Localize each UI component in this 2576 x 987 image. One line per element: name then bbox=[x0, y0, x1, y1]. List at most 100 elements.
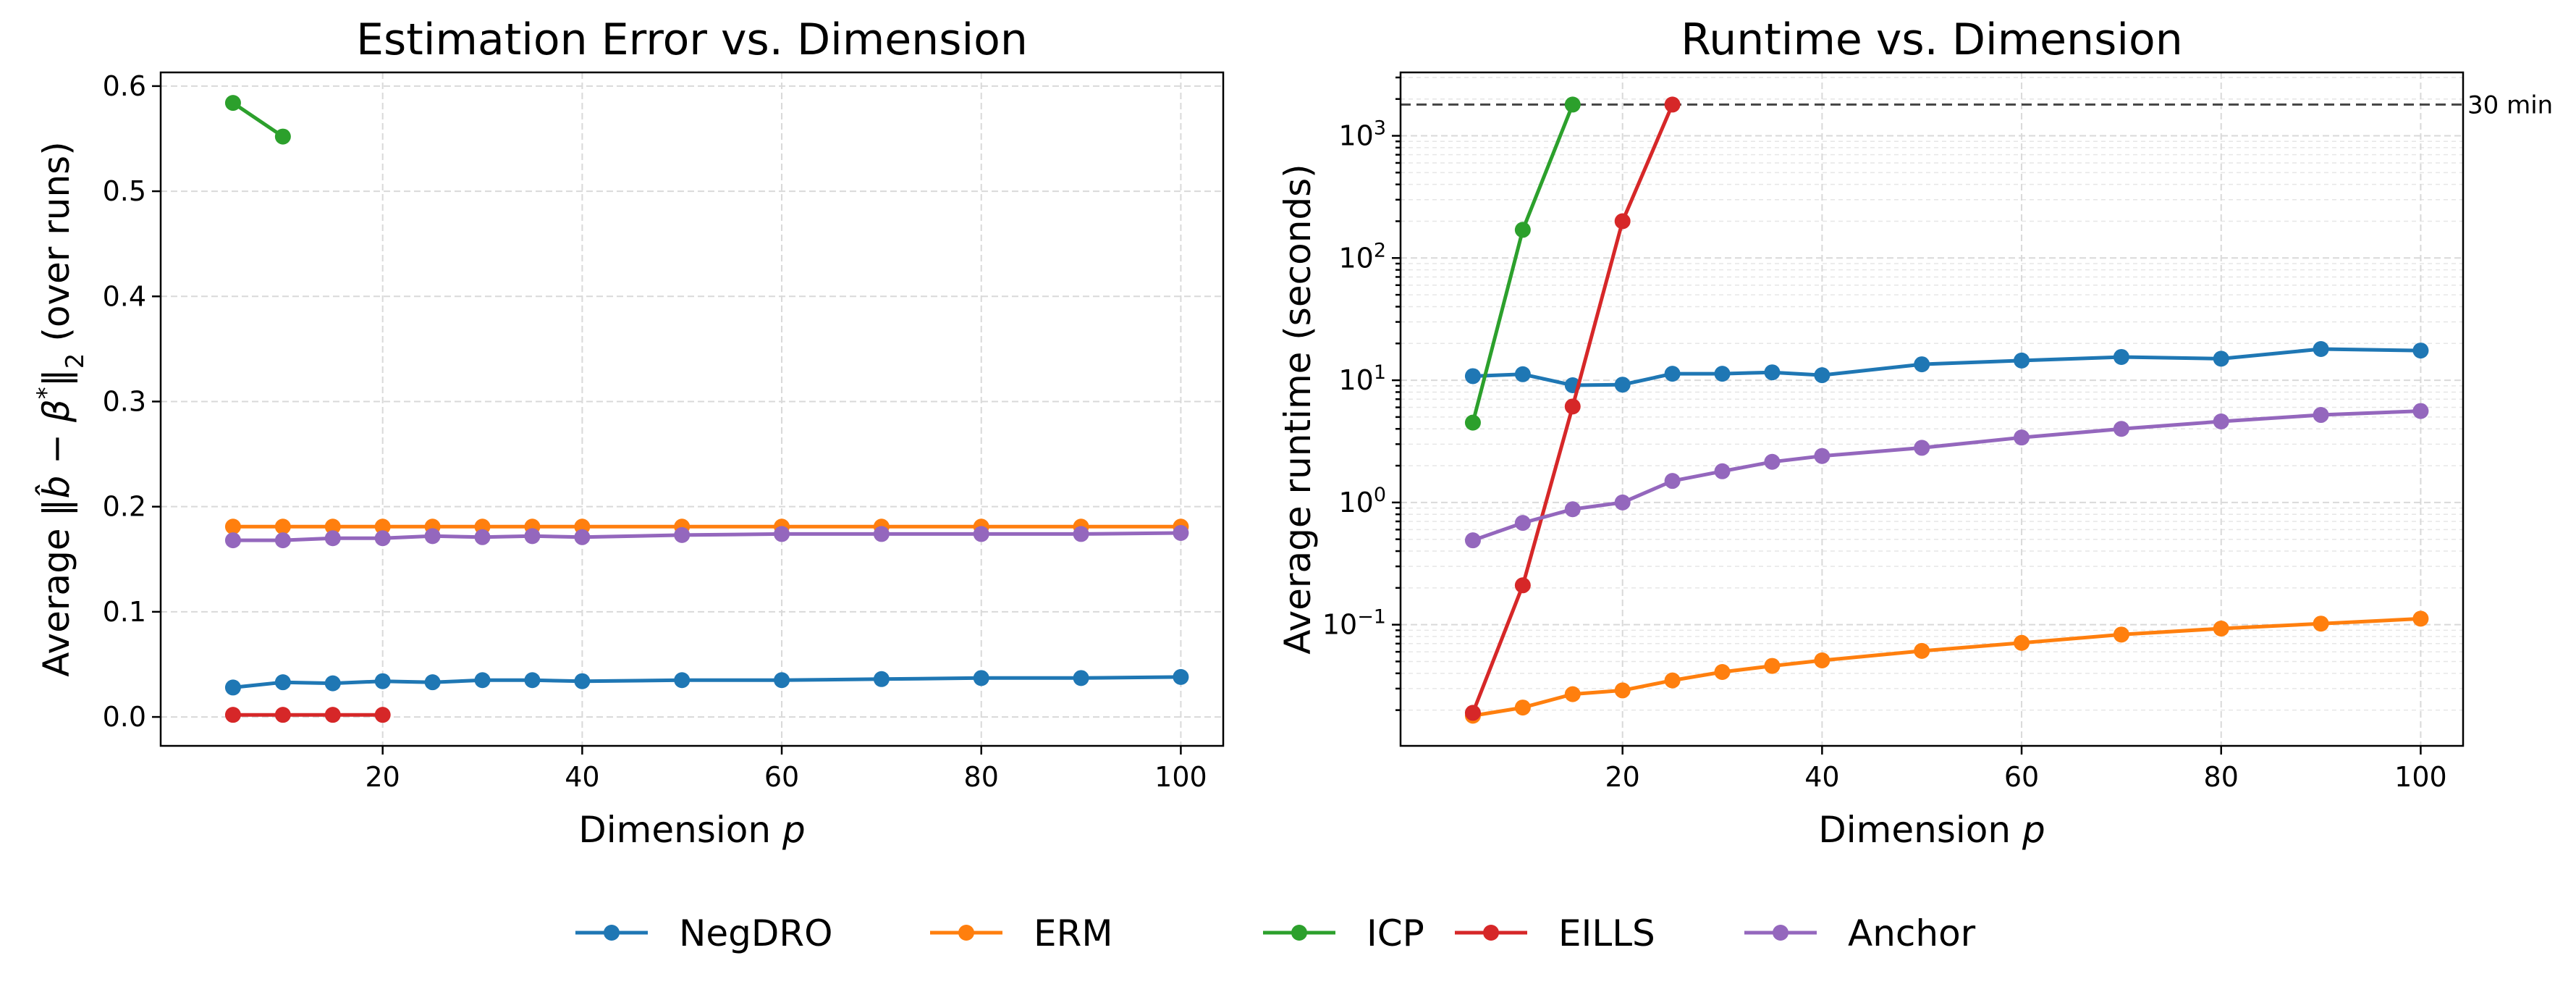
data-point-anchor bbox=[224, 532, 241, 549]
data-point-negdro bbox=[873, 671, 890, 687]
y-tick-label: 0.2 bbox=[103, 491, 146, 523]
y-tick-label: 10−1 bbox=[1322, 605, 1386, 641]
data-point-erm bbox=[2014, 634, 2030, 651]
x-tick-label: 60 bbox=[764, 761, 799, 793]
y-tick-label: 0.1 bbox=[103, 596, 146, 628]
data-point-anchor bbox=[274, 532, 291, 549]
data-point-eills bbox=[1564, 398, 1581, 415]
data-point-icp bbox=[224, 95, 241, 112]
data-point-anchor bbox=[1714, 463, 1731, 479]
data-point-icp bbox=[274, 128, 291, 145]
y-tick-label: 0.4 bbox=[103, 280, 146, 312]
x-tick-label: 100 bbox=[2394, 761, 2447, 793]
data-point-anchor bbox=[674, 526, 691, 543]
data-point-negdro bbox=[574, 673, 591, 689]
y-axis-label: Average runtime (seconds) bbox=[1277, 164, 1319, 654]
series-line-anchor bbox=[1472, 409, 2421, 542]
data-point-anchor bbox=[574, 529, 591, 545]
data-point-anchor bbox=[774, 526, 790, 542]
data-point-eills bbox=[1464, 705, 1481, 721]
data-point-negdro bbox=[374, 673, 391, 689]
x-tick-label: 20 bbox=[366, 761, 400, 793]
legend-label: ERM bbox=[1034, 912, 1112, 954]
data-point-negdro bbox=[224, 679, 241, 696]
chart-title: Runtime vs. Dimension bbox=[1681, 14, 2183, 65]
data-point-negdro bbox=[1173, 668, 1189, 685]
series-line-negdro bbox=[1472, 347, 2421, 387]
data-point-negdro bbox=[2412, 343, 2429, 359]
data-point-anchor bbox=[1514, 515, 1531, 532]
data-point-anchor bbox=[2213, 413, 2229, 430]
legend-marker-negdro bbox=[604, 925, 620, 941]
data-point-erm bbox=[2313, 616, 2329, 632]
legend-item-erm: ERM bbox=[930, 912, 1112, 954]
x-tick-label: 60 bbox=[2004, 761, 2039, 793]
data-point-erm bbox=[1664, 672, 1681, 689]
data-point-anchor bbox=[1914, 440, 1930, 456]
data-point-negdro bbox=[524, 672, 541, 689]
data-point-negdro bbox=[474, 672, 491, 689]
data-point-anchor bbox=[2113, 421, 2129, 437]
data-point-anchor bbox=[873, 526, 890, 542]
data-point-negdro bbox=[1764, 364, 1781, 381]
legend-item-negdro: NegDRO bbox=[575, 912, 833, 954]
x-tick-label: 80 bbox=[964, 761, 999, 793]
data-point-anchor bbox=[973, 526, 989, 542]
series-line-erm bbox=[1472, 616, 2421, 718]
data-point-negdro bbox=[1514, 366, 1531, 382]
data-point-negdro bbox=[1614, 377, 1631, 393]
y-tick-label: 100 bbox=[1338, 483, 1386, 518]
x-tick-label: 100 bbox=[1154, 761, 1207, 793]
data-point-erm bbox=[1614, 682, 1631, 699]
threshold-label: 30 min bbox=[2467, 91, 2553, 119]
data-point-anchor bbox=[2014, 429, 2030, 446]
data-point-anchor bbox=[1664, 473, 1681, 490]
data-point-erm bbox=[2213, 620, 2229, 637]
data-point-negdro bbox=[774, 672, 790, 689]
legend-label: EILLS bbox=[1558, 912, 1655, 954]
legend-item-icp: ICP bbox=[1263, 912, 1424, 954]
chart-title: Estimation Error vs. Dimension bbox=[356, 14, 1028, 65]
legend-label: ICP bbox=[1367, 912, 1424, 954]
data-point-icp bbox=[1564, 96, 1581, 113]
data-point-erm bbox=[1914, 642, 1930, 659]
x-tick-label: 80 bbox=[2204, 761, 2239, 793]
legend-item-anchor: Anchor bbox=[1744, 912, 1976, 954]
data-point-negdro bbox=[1714, 366, 1731, 382]
data-point-negdro bbox=[1814, 367, 1830, 384]
y-tick-label: 0.6 bbox=[103, 70, 146, 102]
y-tick-label: 0.3 bbox=[103, 385, 146, 417]
data-point-negdro bbox=[274, 674, 291, 691]
data-point-anchor bbox=[1173, 524, 1189, 541]
data-point-negdro bbox=[2313, 341, 2329, 358]
legend-label: Anchor bbox=[1848, 912, 1976, 954]
data-point-negdro bbox=[973, 670, 989, 686]
x-axis-label: Dimension p bbox=[1818, 809, 2045, 851]
data-point-anchor bbox=[424, 528, 441, 545]
legend: NegDRO ERM ICP EILLS Anchor bbox=[575, 912, 1976, 954]
data-point-eills bbox=[1514, 577, 1531, 594]
data-point-erm bbox=[2113, 626, 2129, 643]
legend-marker-icp bbox=[1291, 925, 1307, 941]
data-point-eills bbox=[1664, 96, 1681, 113]
data-point-negdro bbox=[1664, 366, 1681, 382]
data-point-anchor bbox=[474, 529, 491, 545]
data-point-anchor bbox=[524, 528, 541, 545]
data-point-icp bbox=[1514, 222, 1531, 238]
data-point-anchor bbox=[1073, 526, 1089, 542]
data-point-anchor bbox=[1564, 501, 1581, 518]
data-point-erm bbox=[274, 518, 291, 535]
data-point-eills bbox=[224, 707, 241, 723]
data-point-erm bbox=[1514, 700, 1531, 716]
x-tick-label: 20 bbox=[1605, 761, 1640, 793]
data-point-anchor bbox=[1614, 494, 1631, 511]
data-point-anchor bbox=[1764, 453, 1781, 470]
data-point-erm bbox=[324, 518, 341, 535]
data-point-negdro bbox=[324, 675, 341, 692]
data-point-anchor bbox=[324, 530, 341, 547]
data-point-negdro bbox=[674, 672, 691, 689]
x-tick-label: 40 bbox=[1804, 761, 1839, 793]
